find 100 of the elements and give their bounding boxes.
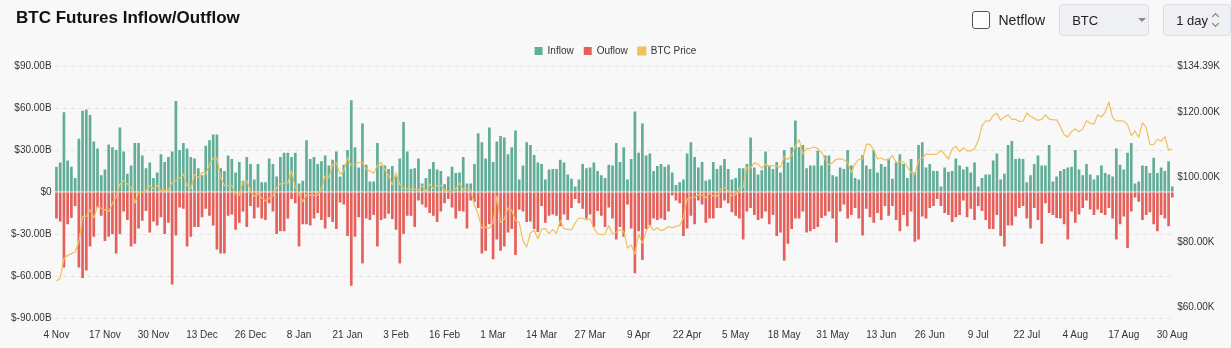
bar [114, 192, 118, 254]
x-tick-label: 18 May [767, 328, 801, 340]
bar [413, 192, 417, 227]
bar [947, 171, 950, 192]
bar [349, 192, 353, 286]
x-tick-label: 9 Apr [626, 328, 651, 340]
bar [622, 192, 626, 237]
bar [55, 166, 58, 192]
bar [913, 192, 917, 242]
bar [1085, 164, 1088, 192]
bar [708, 192, 711, 219]
bar [835, 192, 838, 243]
bar [245, 192, 249, 227]
bar [428, 192, 431, 213]
bar [514, 130, 517, 192]
bar [476, 133, 480, 192]
bar [585, 168, 588, 192]
x-tick-label: 9 Jul [967, 328, 989, 340]
bar [622, 147, 626, 192]
bar [558, 192, 562, 227]
bar [1059, 171, 1062, 192]
bar [1066, 167, 1070, 192]
bar [1167, 192, 1170, 227]
y2-tick-label: $100.00K [1177, 171, 1221, 183]
x-tick-label: 17 Nov [89, 328, 121, 340]
x-tick-label: 26 Jun [914, 328, 945, 340]
x-tick-label: 22 Jul [1013, 328, 1041, 340]
bar [1010, 192, 1014, 226]
bar [133, 143, 137, 192]
bar [760, 192, 764, 219]
bar [1100, 165, 1103, 192]
bar [81, 192, 84, 279]
bar [663, 166, 667, 192]
bar [264, 192, 267, 220]
bar [693, 192, 696, 225]
bar [738, 168, 741, 192]
bar [816, 150, 820, 192]
bar [1141, 192, 1144, 220]
bar [279, 157, 282, 192]
bar [570, 178, 573, 192]
bar [211, 134, 215, 192]
bar [641, 192, 644, 260]
bar [838, 167, 842, 192]
bar [973, 192, 976, 220]
bar [234, 192, 237, 230]
x-tick-label: 8 Jan [286, 328, 312, 340]
y-tick-label: $-60.00B [10, 269, 52, 281]
bar [808, 192, 812, 232]
bar [775, 192, 779, 237]
bar [734, 192, 738, 216]
bar [1055, 192, 1058, 218]
bar [267, 158, 271, 192]
bar [432, 161, 435, 192]
bar [237, 161, 241, 192]
bar [529, 145, 532, 192]
x-tick-label: 14 Mar [526, 328, 558, 340]
bar [648, 192, 652, 226]
bar [148, 162, 152, 192]
bar [376, 143, 379, 192]
bar [581, 164, 585, 192]
bar [305, 192, 308, 225]
bar [55, 192, 58, 219]
x-tick-label: 13 Dec [186, 328, 218, 340]
bar [182, 143, 185, 192]
bar [1100, 192, 1103, 213]
bar [1003, 192, 1006, 247]
chart-title: BTC Futures Inflow/Outflow [16, 8, 240, 28]
bar [1010, 140, 1014, 192]
bar [540, 164, 543, 192]
y-tick-label: $-30.00B [10, 227, 52, 239]
bar [376, 192, 379, 247]
x-tick-label: 13 Jun [866, 328, 897, 340]
bar [614, 192, 618, 240]
bar [1152, 157, 1155, 192]
bar [991, 192, 995, 230]
bar [349, 100, 353, 192]
bar [1017, 158, 1021, 192]
bar [648, 153, 652, 192]
bar [678, 182, 682, 192]
bar [305, 140, 308, 192]
bar [719, 192, 723, 209]
bar [585, 192, 588, 219]
x-tick-label: 31 May [816, 328, 850, 340]
bar [551, 168, 555, 192]
x-tick-label: 27 Mar [574, 328, 607, 340]
bar [641, 123, 644, 192]
bar [782, 192, 786, 261]
bar [749, 137, 752, 192]
bar [920, 142, 924, 192]
bar [1114, 192, 1118, 240]
bar [279, 192, 282, 232]
bar [454, 192, 458, 219]
bar [1126, 192, 1129, 248]
bar [794, 120, 797, 192]
x-tick-label: 21 Jan [332, 328, 363, 340]
bar [846, 150, 849, 192]
bar [163, 192, 167, 234]
bar [906, 192, 909, 227]
x-tick-label: 16 Feb [429, 328, 461, 340]
x-tick-label: 22 Apr [672, 328, 703, 340]
